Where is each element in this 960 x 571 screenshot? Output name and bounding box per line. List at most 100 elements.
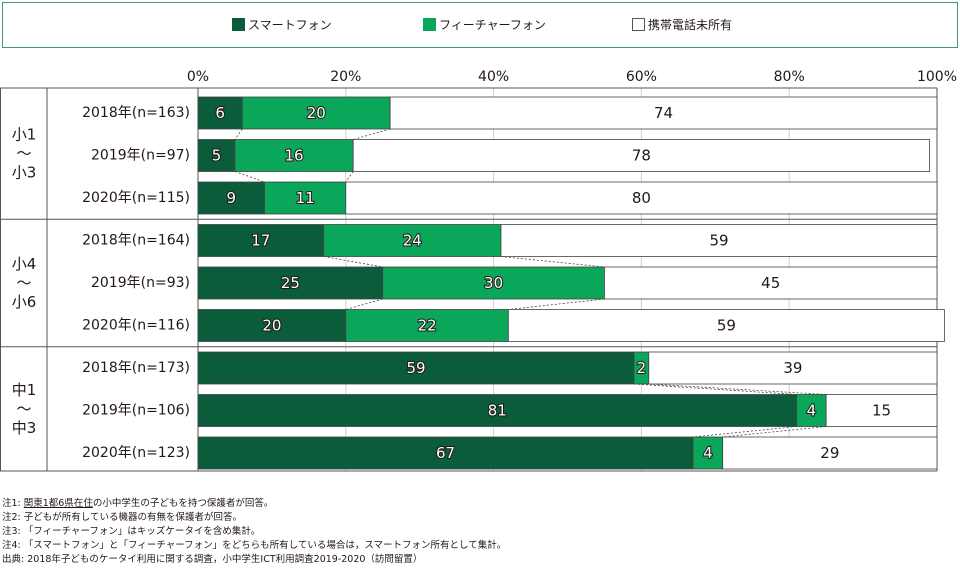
bar-segment xyxy=(352,139,931,172)
note-1: 注1: 関東1都6県在住の小中学生の子どもを持つ保護者が回答。 xyxy=(2,497,506,511)
x-tick-label: 80% xyxy=(774,69,805,85)
legend-label-no-phone: 携帯電話未所有 xyxy=(648,18,733,32)
data-label: 67 xyxy=(436,444,455,462)
data-label: 20 xyxy=(262,317,281,335)
group-label: 小4 xyxy=(12,255,37,273)
group-label: 小1 xyxy=(12,126,37,144)
bar-segment xyxy=(648,351,938,385)
data-label: 59 xyxy=(717,317,736,335)
data-label: 78 xyxy=(632,147,651,165)
legend-item-feature-phone: フィーチャーフォン xyxy=(423,17,546,33)
x-tick-label: 100% xyxy=(917,69,957,85)
row-label: 2018年(n=164) xyxy=(82,233,190,249)
bar-segment xyxy=(197,181,265,215)
data-label: 2 xyxy=(637,359,647,377)
bar-segment xyxy=(197,139,236,172)
group-label: 中1 xyxy=(12,381,37,399)
data-label: 80 xyxy=(632,189,651,207)
group-label: 〜 xyxy=(16,400,31,418)
bar-segment xyxy=(197,309,347,342)
note-1-text: の小中学生の子どもを持つ保護者が回答。 xyxy=(92,498,274,509)
x-tick-label: 20% xyxy=(330,69,361,85)
bar-segment xyxy=(382,266,605,300)
bar-segment xyxy=(345,309,509,342)
data-label: 45 xyxy=(761,274,780,292)
connector-line xyxy=(345,298,383,310)
legend-item-smartphone: スマートフォン xyxy=(232,17,332,33)
note-3: 注3: 「フィーチャーフォン」はキッズケータイを含め集計。 xyxy=(2,525,506,539)
connector-line xyxy=(323,256,383,268)
row-label: 2020年(n=123) xyxy=(82,445,190,461)
bar-segment xyxy=(197,266,384,300)
note-3-text: 「フィーチャーフォン」はキッズケータイを含め集計。 xyxy=(23,526,261,537)
stacked-bar-chart: 0% 20% 40% 60% 80% 100%小1〜小3小4〜小6中1〜中32018年(n… xyxy=(0,69,957,472)
connector-line xyxy=(693,426,797,438)
bar-segment xyxy=(197,96,243,130)
connector-line xyxy=(722,426,827,438)
group-label: 小3 xyxy=(12,164,37,182)
note-2: 注2: 子どもが所有している機器の有無を保護者が回答。 xyxy=(2,511,506,525)
data-label: 9 xyxy=(226,189,236,207)
bar-segment xyxy=(345,181,938,215)
bar-segment xyxy=(323,224,502,257)
data-label: 11 xyxy=(296,189,315,207)
row-label: 2019年(n=97) xyxy=(91,148,190,164)
x-tick-label: 40% xyxy=(478,69,509,85)
data-label: 4 xyxy=(703,444,713,462)
legend-swatch-smartphone xyxy=(232,18,245,31)
data-label: 74 xyxy=(654,104,673,122)
data-label: 59 xyxy=(709,232,728,250)
note-4-prefix: 注4: xyxy=(2,540,24,551)
bar-segment xyxy=(197,224,325,257)
bar-segment xyxy=(604,266,938,300)
connector-line xyxy=(508,298,605,310)
connector-line xyxy=(500,256,605,268)
x-tick-label: 60% xyxy=(626,69,657,85)
data-label: 17 xyxy=(251,232,270,250)
source: 出典: 2018年子どものケータイ利用に関する調査，小中学生ICT利用調査201… xyxy=(2,553,506,567)
data-label: 4 xyxy=(807,402,817,420)
legend-label-smartphone: スマートフォン xyxy=(248,18,332,32)
note-1-underlined: 関東1都6県在住 xyxy=(23,498,93,509)
bar-segment xyxy=(234,139,354,172)
row-label: 2020年(n=116) xyxy=(82,318,190,334)
data-label: 16 xyxy=(285,147,304,165)
connector-line xyxy=(234,171,265,183)
data-label: 25 xyxy=(281,274,300,292)
legend-item-no-phone: 携帯電話未所有 xyxy=(632,17,732,33)
note-4-text: 「スマートフォン」と「フィーチャーフォン」をどちらも所有している場合は，スマート… xyxy=(23,540,507,551)
data-label: 39 xyxy=(783,359,802,377)
bar-segment xyxy=(825,394,938,427)
row-label: 2018年(n=173) xyxy=(82,360,190,376)
source-prefix: 出典: xyxy=(2,554,28,565)
data-label: 30 xyxy=(484,274,503,292)
note-4: 注4: 「スマートフォン」と「フィーチャーフォン」をどちらも所有している場合は，… xyxy=(2,539,506,553)
data-label: 22 xyxy=(418,317,437,335)
data-label: 59 xyxy=(406,359,425,377)
notes: 注1: 関東1都6県在住の小中学生の子どもを持つ保護者が回答。 注2: 子どもが… xyxy=(2,497,506,567)
legend-swatch-no-phone xyxy=(632,18,645,31)
row-label: 2019年(n=93) xyxy=(91,275,190,291)
data-label: 81 xyxy=(488,402,507,420)
row-label: 2019年(n=106) xyxy=(82,403,190,419)
group-label: 中3 xyxy=(12,419,37,437)
source-text: 2018年子どものケータイ利用に関する調査，小中学生ICT利用調査2019-20… xyxy=(27,554,423,565)
connector-line xyxy=(633,383,797,395)
bar-segment xyxy=(722,436,938,470)
bar-segment xyxy=(197,436,694,470)
x-tick-label: 0% xyxy=(187,69,209,85)
bar-segment xyxy=(389,96,938,130)
bar-segment xyxy=(197,394,797,427)
data-label: 15 xyxy=(872,402,891,420)
note-2-text: 子どもが所有している機器の有無を保護者が回答。 xyxy=(23,512,242,523)
legend: スマートフォン フィーチャーフォン 携帯電話未所有 xyxy=(2,2,958,48)
bar-segment xyxy=(500,224,938,257)
connector-line xyxy=(345,171,354,183)
data-label: 6 xyxy=(215,104,225,122)
legend-label-feature-phone: フィーチャーフォン xyxy=(439,18,546,32)
group-label: 〜 xyxy=(16,274,31,292)
data-label: 24 xyxy=(403,232,422,250)
connector-line xyxy=(234,128,243,140)
connector-line xyxy=(353,128,391,140)
row-label: 2018年(n=163) xyxy=(82,105,190,121)
